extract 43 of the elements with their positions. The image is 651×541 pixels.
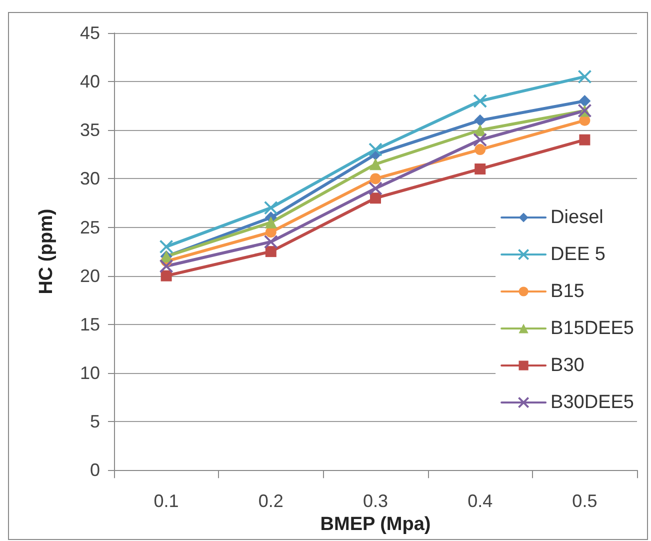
y-tick-label: 5 [90, 412, 100, 432]
point [368, 181, 382, 196]
legend-label: B30DEE5 [550, 392, 634, 413]
y-tick-label: 10 [80, 362, 100, 383]
point [473, 94, 488, 108]
x-tick-label: 0.3 [362, 491, 388, 512]
point [474, 114, 486, 126]
legend-label: B30 [550, 355, 584, 376]
y-tick-label: 15 [80, 314, 100, 334]
y-tick-label: 25 [80, 217, 100, 238]
y-tick-label: 30 [80, 168, 100, 189]
point [265, 246, 276, 258]
point [264, 234, 278, 249]
x-tick-label: 0.1 [154, 491, 179, 512]
legend-label: B15 [550, 281, 584, 302]
point [264, 216, 277, 228]
point [370, 158, 382, 170]
legend-label: Diesel [550, 207, 604, 228]
legend-label: B15DEE5 [550, 318, 634, 339]
y-tick-label: 40 [80, 72, 100, 92]
y-tick-label: 0 [90, 460, 100, 480]
point [159, 240, 174, 254]
x-tick-label: 0.4 [468, 491, 493, 512]
point [370, 173, 381, 184]
point [473, 132, 488, 147]
x-tick-label: 0.2 [258, 491, 284, 512]
point [579, 134, 590, 146]
point [370, 192, 381, 204]
point [474, 144, 486, 156]
legend-label: DEE 5 [550, 244, 606, 265]
y-tick-label: 20 [80, 266, 100, 286]
x-axis-title: BMEP (Mpa) [320, 514, 431, 535]
point [474, 163, 486, 174]
point [160, 270, 172, 282]
x-tick-label: 0.5 [572, 491, 598, 512]
y-tick-label: 35 [80, 120, 100, 140]
point [578, 94, 591, 107]
y-axis-title: HC (ppm) [36, 208, 57, 294]
point [159, 259, 174, 274]
point [264, 200, 278, 215]
point [578, 70, 592, 84]
point [368, 142, 382, 157]
y-tick-label: 45 [80, 23, 100, 43]
